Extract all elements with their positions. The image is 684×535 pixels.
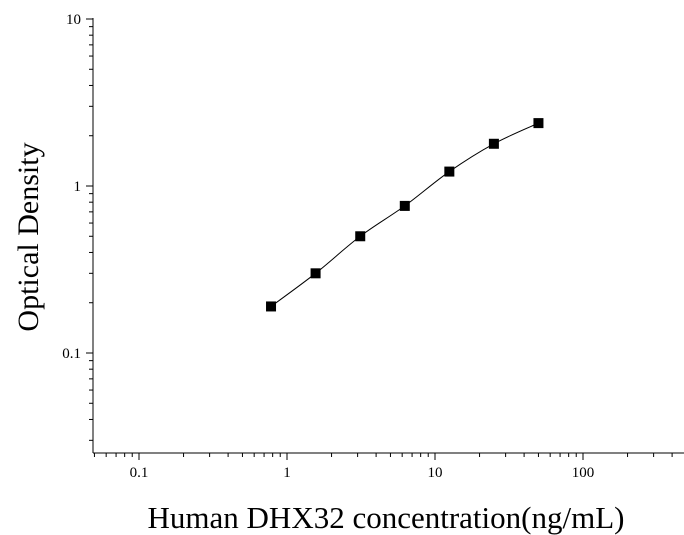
- data-point: [399, 200, 410, 211]
- axes: [92, 18, 684, 454]
- x-tick-label: 100: [572, 465, 595, 481]
- y-tick-label: 0.1: [62, 346, 81, 362]
- data-point: [488, 138, 499, 149]
- fit-curve-group: [270, 122, 539, 307]
- x-tick-label: 1: [283, 465, 291, 481]
- x-axis-title: Human DHX32 concentration(ng/mL): [148, 500, 625, 535]
- x-tick-label: 0.1: [130, 465, 149, 481]
- ticks: 0.1 1 10 100 0.1 1 10: [62, 12, 673, 481]
- y-axis-title: Optical Density: [12, 142, 45, 331]
- y-tick-label: 10: [66, 12, 81, 28]
- data-point: [355, 231, 366, 242]
- data-point: [533, 118, 544, 129]
- fit-curve: [270, 122, 539, 307]
- x-tick-label: 10: [428, 465, 443, 481]
- data-point: [444, 166, 455, 177]
- data-point: [266, 301, 277, 312]
- y-tick-label: 1: [74, 179, 82, 195]
- data-point: [310, 268, 321, 279]
- data-markers: [266, 118, 544, 312]
